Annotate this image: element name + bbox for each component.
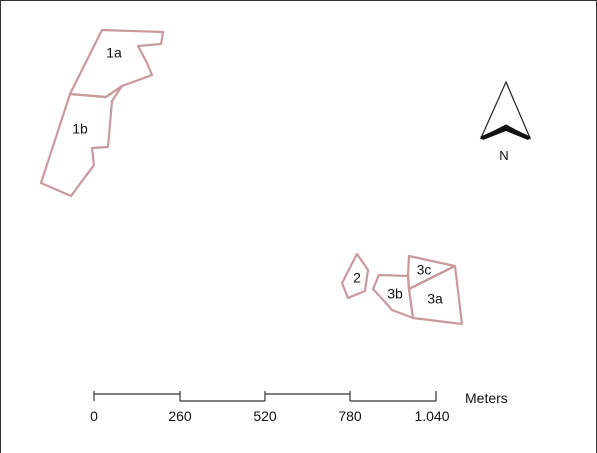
parcel-3b-label: 3b [387,286,403,302]
scale-unit-label: Meters [465,390,508,406]
scale-tick-label-4: 1.040 [414,408,449,424]
parcel-1a [68,28,165,99]
parcel-1b [39,84,124,198]
scale-tick-label-3: 780 [338,408,362,424]
parcel-2-label: 2 [353,270,361,286]
parcel-2 [340,252,370,300]
scale-tick-label-0: 0 [90,408,98,424]
parcel-1a-label: 1a [106,45,122,61]
north-label: N [499,148,508,163]
north-arrow-icon [479,80,532,140]
scale-tick-label-2: 520 [253,408,277,424]
scale-tick-label-1: 260 [168,408,192,424]
parcel-3c-label: 3c [417,262,432,278]
parcel-3a-label: 3a [427,291,443,307]
parcel-3a [407,264,464,326]
parcel-3c [406,254,457,291]
scale-bar [93,391,437,402]
parcel-1b-label: 1b [72,121,88,137]
